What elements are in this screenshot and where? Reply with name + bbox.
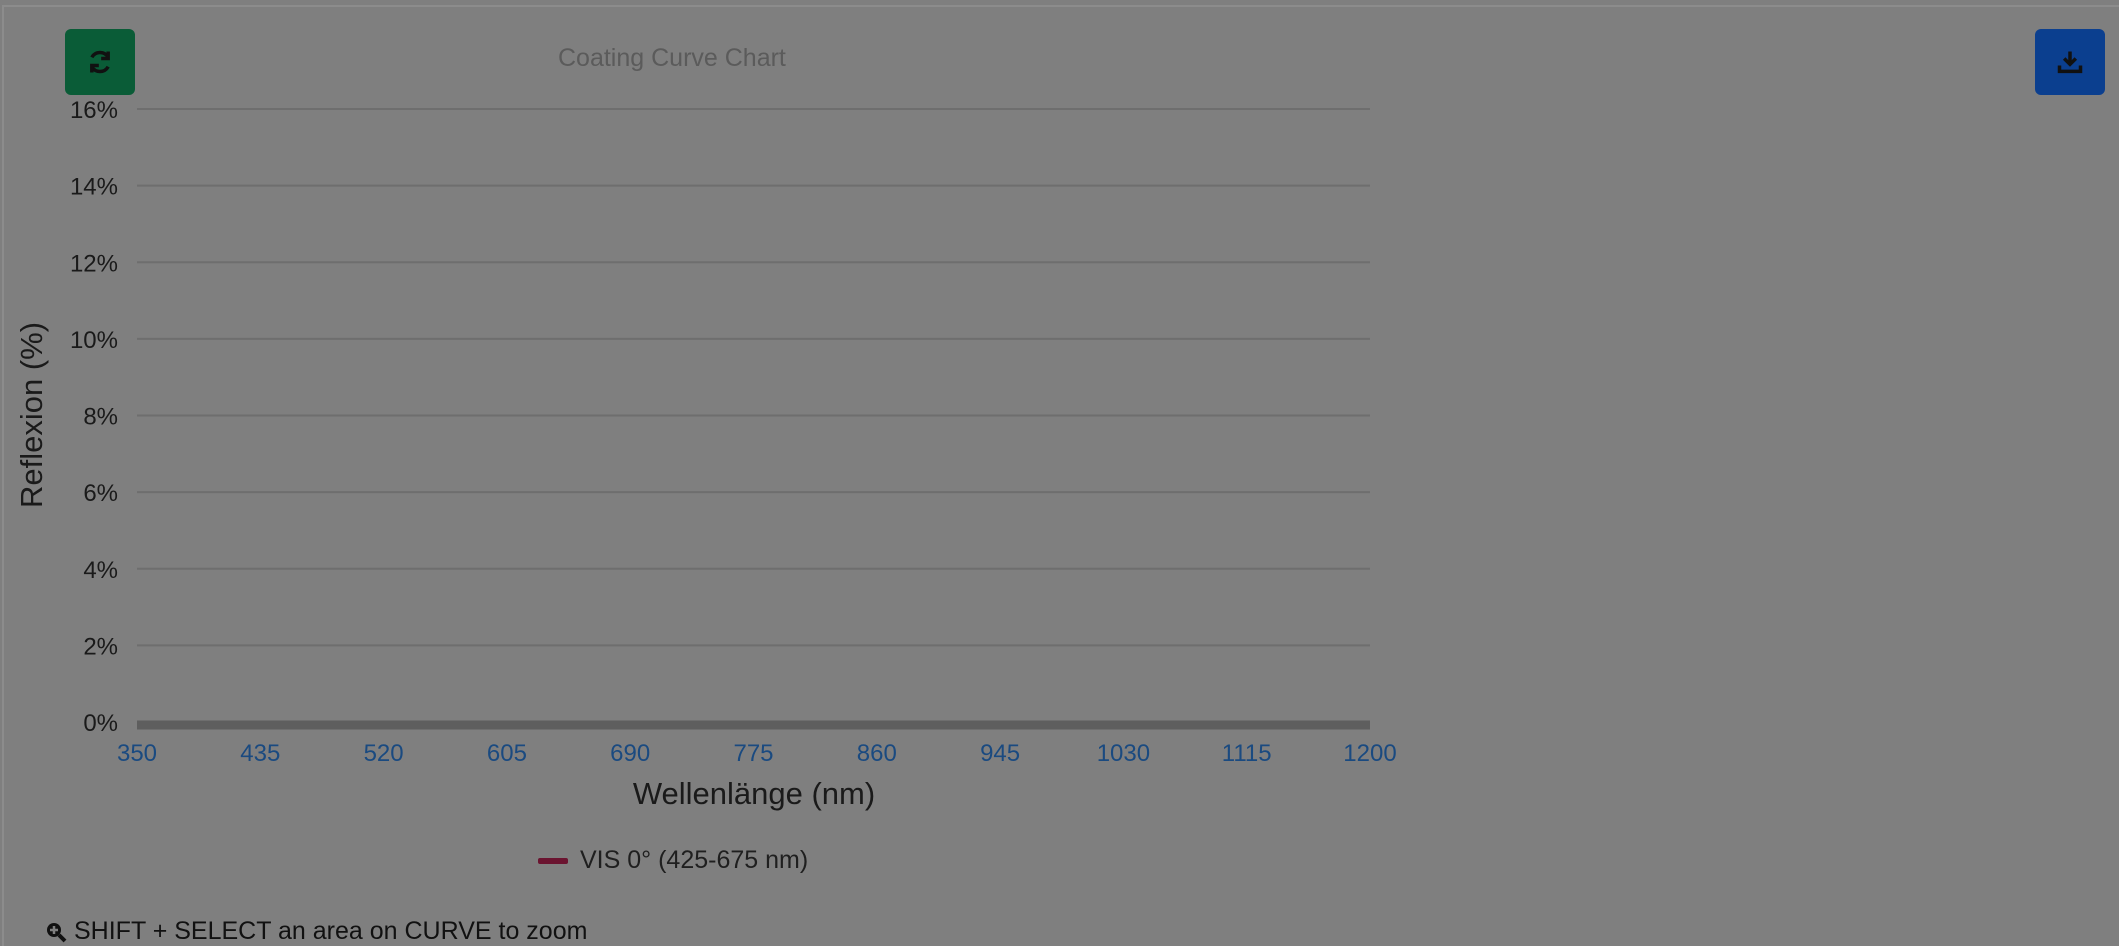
refresh-icon: [90, 50, 110, 74]
y-tick-label: 6%: [83, 480, 118, 507]
x-tick-label: 775: [733, 740, 773, 767]
y-axis-label: Reflexion (%): [14, 322, 49, 508]
chart-title: Coating Curve Chart: [558, 44, 786, 72]
y-tick-label: 16%: [70, 97, 118, 124]
x-tick-label: 350: [117, 740, 157, 767]
y-tick-label: 2%: [83, 633, 118, 660]
x-axis-label: Wellenlänge (nm): [633, 776, 875, 811]
x-tick-label: 1200: [1343, 740, 1396, 767]
y-tick-label: 10%: [70, 327, 118, 354]
gridlines: [137, 108, 1370, 723]
chart-frame: [2, 5, 2119, 946]
zoom-hint: SHIFT + SELECT an area on CURVE to zoom: [44, 917, 587, 946]
x-tick-label: 690: [610, 740, 650, 767]
y-tick-label: 12%: [70, 250, 118, 277]
y-tick-label: 4%: [83, 557, 118, 584]
download-icon: [2057, 51, 2083, 74]
x-tick-labels: 350 435 520 605 690 775 860 945 1030 1115 1200: [117, 740, 1397, 767]
zoom-in-icon: [47, 922, 67, 942]
zoom-hint-text: SHIFT + SELECT an area on CURVE to zoom: [74, 917, 588, 945]
y-tick-label: 14%: [70, 174, 118, 201]
x-tick-label: 435: [240, 740, 280, 767]
x-tick-label: 945: [980, 740, 1020, 767]
y-tick-label: 0%: [83, 710, 118, 737]
y-tick-label: 8%: [83, 404, 118, 431]
refresh-button[interactable]: [65, 29, 135, 95]
legend-swatch: [538, 857, 568, 864]
x-tick-label: 860: [857, 740, 897, 767]
x-tick-label: 520: [364, 740, 404, 767]
legend[interactable]: VIS 0° (425-675 nm): [538, 846, 808, 875]
x-tick-label: 1030: [1097, 740, 1150, 767]
y-tick-labels: 0% 2% 4% 6% 8% 10% 12% 14% 16%: [70, 97, 118, 737]
legend-label: VIS 0° (425-675 nm): [580, 846, 809, 874]
x-tick-label: 1115: [1222, 740, 1272, 767]
download-button[interactable]: [2035, 29, 2105, 95]
x-tick-label: 605: [487, 740, 527, 767]
